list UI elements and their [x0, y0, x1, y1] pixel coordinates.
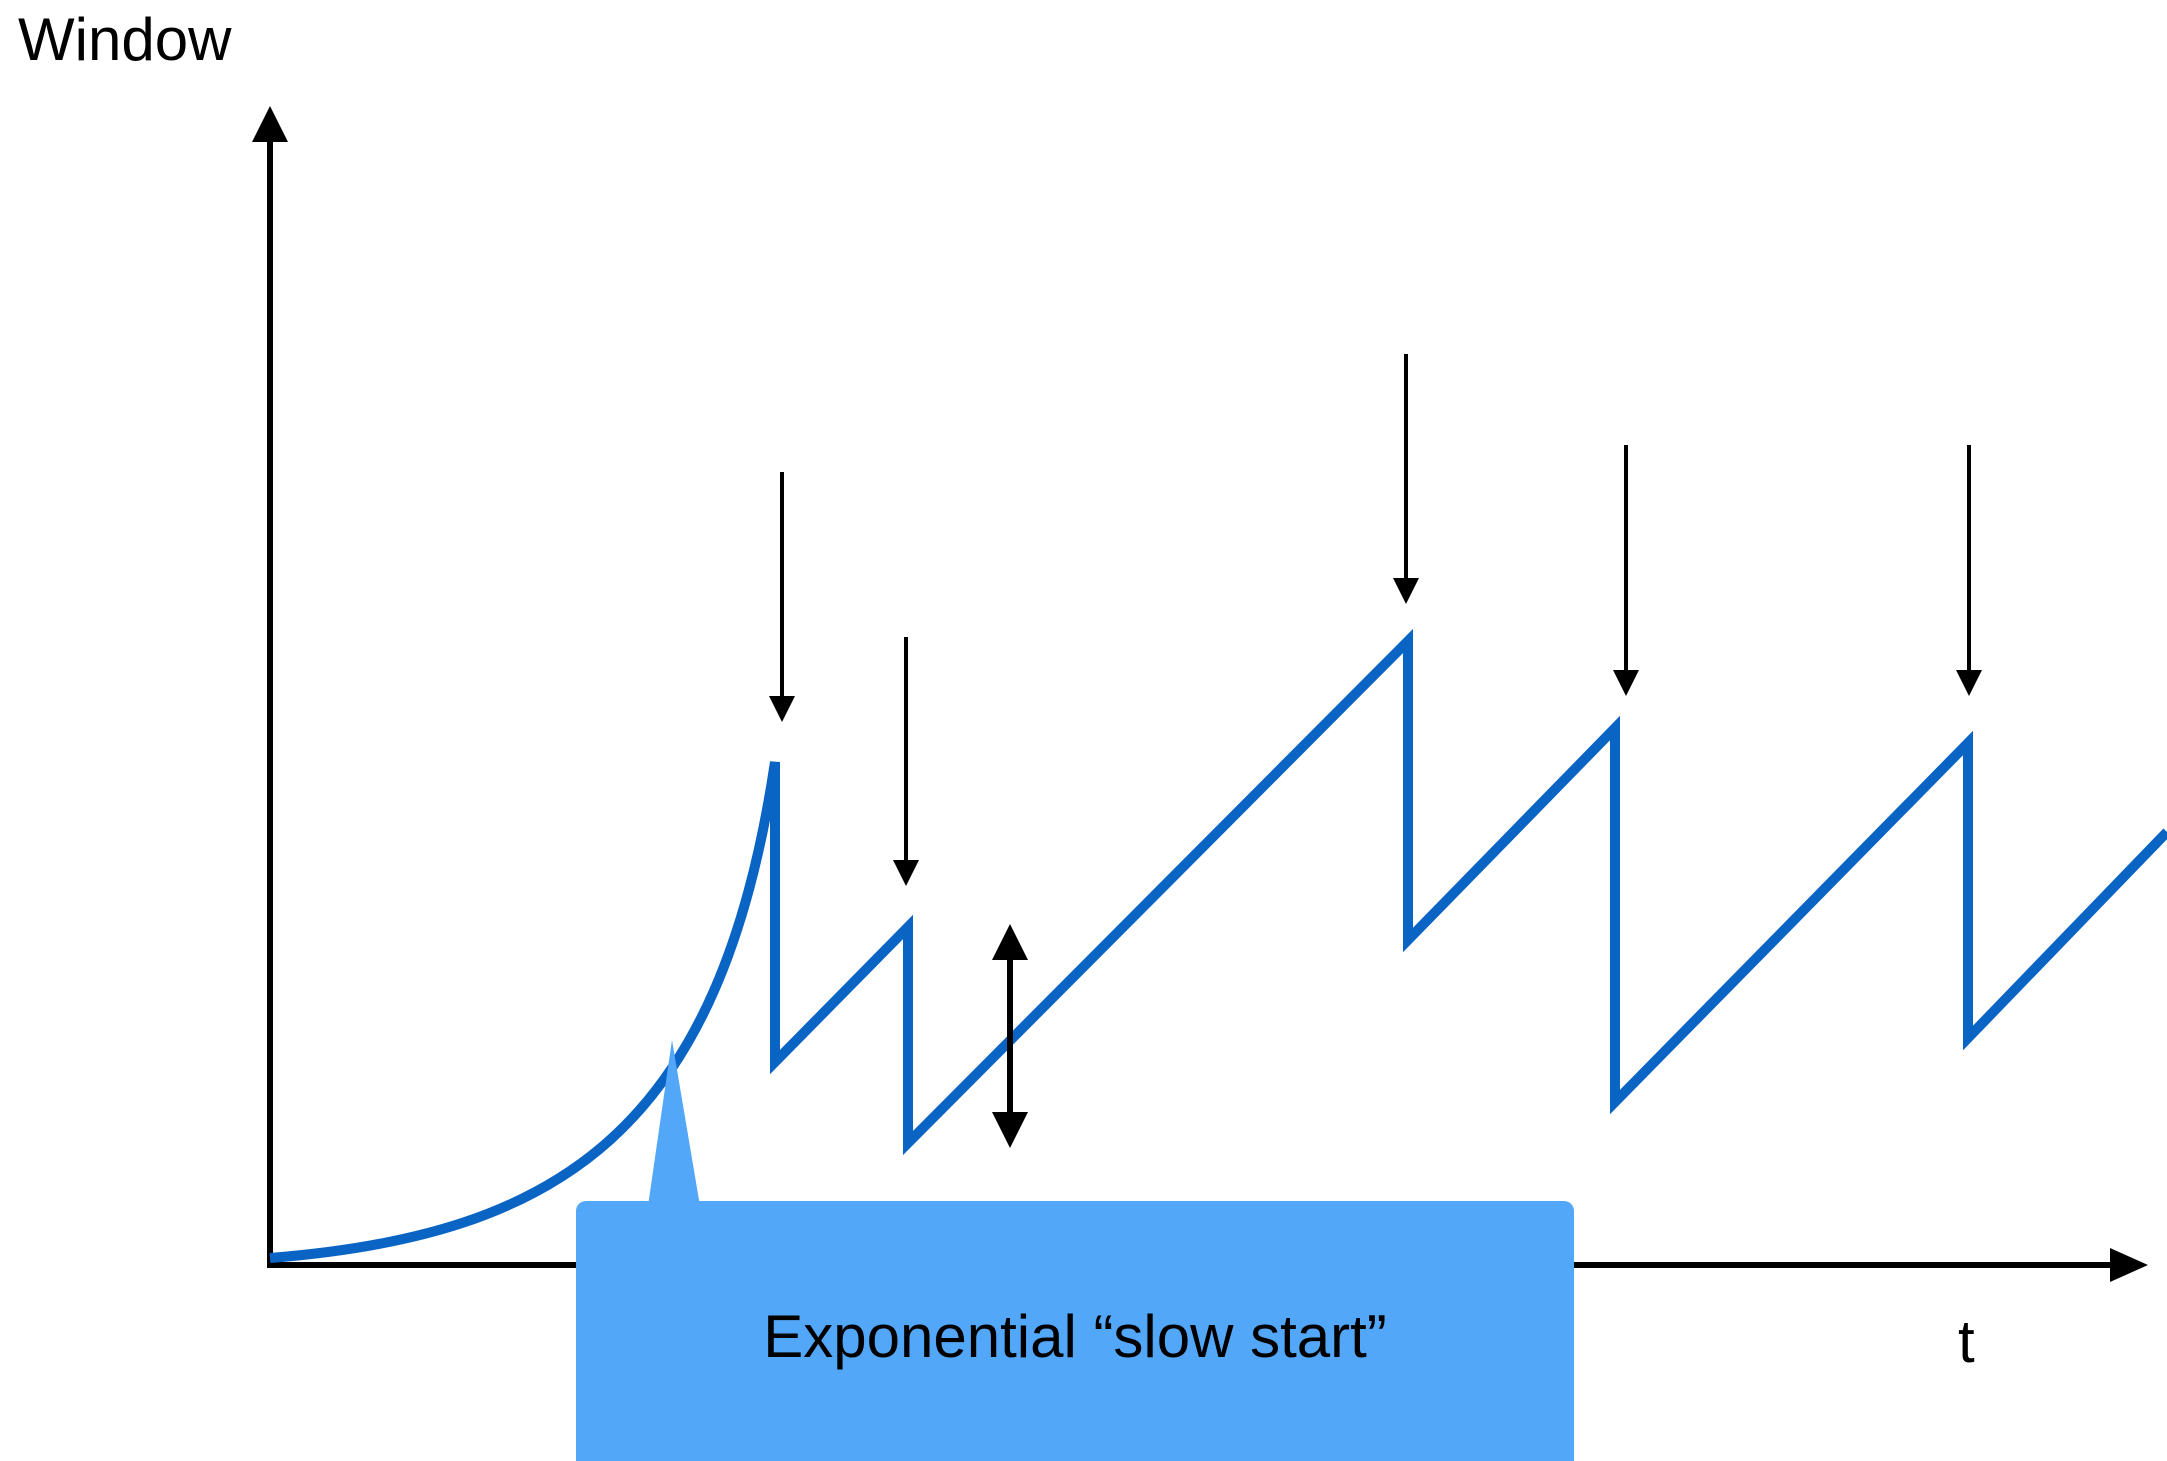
arrow-down-icon: [992, 1112, 1028, 1148]
y-axis-arrowhead: [252, 106, 288, 142]
loss-arrow: [1393, 354, 1419, 604]
arrow-down-icon: [1393, 578, 1419, 604]
callout-pointer: [648, 1040, 700, 1206]
loss-arrow: [1956, 445, 1982, 696]
loss-arrow: [1613, 445, 1639, 696]
x-axis-arrowhead: [2110, 1248, 2148, 1282]
loss-arrow: [769, 472, 795, 722]
arrow-down-icon: [769, 696, 795, 722]
x-axis-label: t: [1958, 1308, 1975, 1375]
arrow-up-icon: [992, 924, 1028, 960]
window-curve: [269, 628, 2167, 1263]
arrow-down-icon: [1613, 670, 1639, 696]
y-axis: [252, 106, 288, 1268]
arrow-down-icon: [1956, 670, 1982, 696]
loss-arrow: [893, 637, 919, 886]
callout-box: [576, 1201, 1574, 1461]
callout-text: Exponential “slow start”: [763, 1303, 1387, 1370]
y-axis-label: Window: [18, 6, 232, 73]
double-headed-arrow: [992, 924, 1028, 1148]
arrow-down-icon: [893, 860, 919, 886]
slow-start-callout: Exponential “slow start”: [576, 1040, 1574, 1461]
